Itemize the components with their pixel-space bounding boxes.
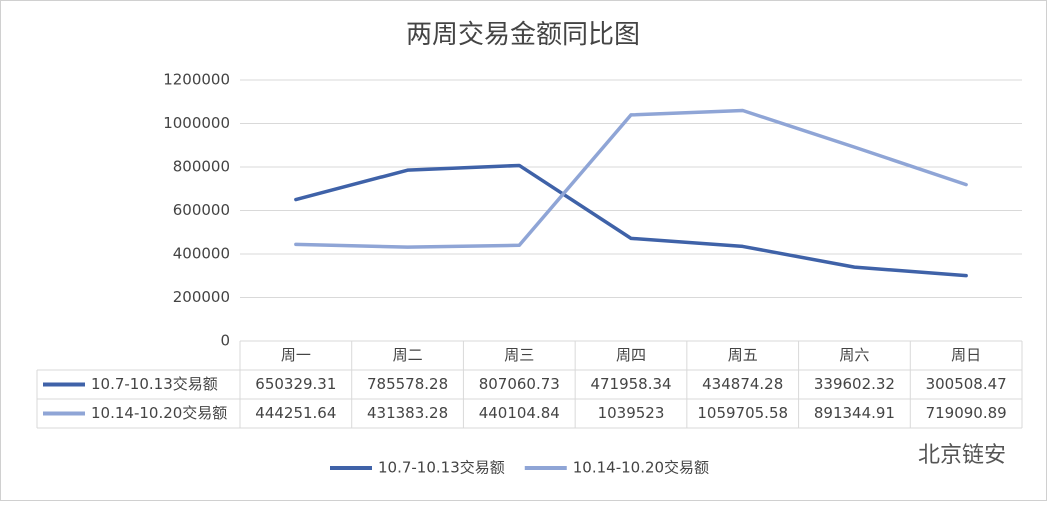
table-value: 444251.64 — [255, 404, 336, 422]
x-tick-label: 周四 — [616, 346, 646, 364]
y-tick-label: 0 — [220, 332, 230, 350]
table-value: 300508.47 — [926, 375, 1007, 393]
table-value: 719090.89 — [926, 404, 1007, 422]
table-series-name: 10.7-10.13交易额 — [91, 375, 218, 393]
legend-label: 10.7-10.13交易额 — [378, 459, 505, 477]
y-tick-label: 200000 — [173, 288, 230, 306]
table-value: 434874.28 — [702, 375, 783, 393]
x-tick-label: 周三 — [504, 346, 534, 364]
x-tick-label: 周一 — [281, 346, 311, 364]
table-value: 891344.91 — [814, 404, 895, 422]
series-line — [294, 163, 968, 278]
table-value: 1039523 — [598, 404, 665, 422]
chart-title: 两周交易金额同比图 — [406, 20, 640, 50]
y-tick-label: 400000 — [173, 245, 230, 263]
table-series-name: 10.14-10.20交易额 — [91, 404, 227, 422]
table-value: 339602.32 — [814, 375, 895, 393]
y-tick-label: 800000 — [173, 158, 230, 176]
x-tick-label: 周二 — [393, 346, 423, 364]
y-tick-label: 1200000 — [163, 71, 230, 89]
table-value: 471958.34 — [590, 375, 671, 393]
legend-label: 10.14-10.20交易额 — [573, 459, 709, 477]
series-line — [294, 108, 968, 249]
y-tick-label: 600000 — [173, 201, 230, 219]
table-value: 440104.84 — [479, 404, 560, 422]
table-value: 807060.73 — [479, 375, 560, 393]
table-value: 1059705.58 — [697, 404, 788, 422]
table-value: 431383.28 — [367, 404, 448, 422]
watermark: 北京链安 — [918, 443, 1006, 468]
x-tick-label: 周日 — [951, 346, 981, 364]
y-tick-label: 1000000 — [163, 114, 230, 132]
table-value: 785578.28 — [367, 375, 448, 393]
x-tick-label: 周六 — [839, 346, 869, 364]
table-value: 650329.31 — [255, 375, 336, 393]
x-tick-label: 周五 — [728, 346, 758, 364]
